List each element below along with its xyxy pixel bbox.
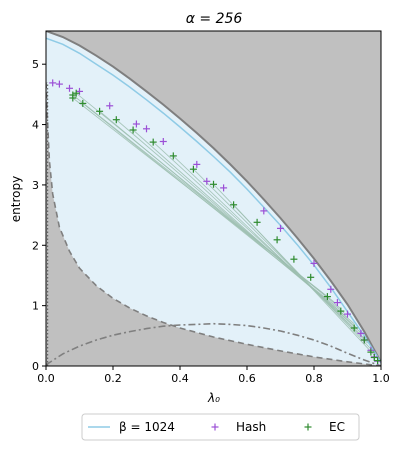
chart-title: α = 256 <box>186 11 243 27</box>
ec-point <box>79 99 87 107</box>
legend-box <box>81 413 360 441</box>
legend-ec-label: EC <box>329 420 345 434</box>
y-tick-label: 2 <box>32 239 39 252</box>
fan-line <box>233 204 375 356</box>
x-tick-label: 1.0 <box>372 372 390 385</box>
ec-point <box>360 336 368 344</box>
plot-frame <box>45 30 382 367</box>
ec-point <box>367 348 375 356</box>
hash-point <box>132 120 140 128</box>
ec-point <box>323 293 331 301</box>
x-axis-label: λ₀ <box>207 391 220 405</box>
ec-point <box>149 138 157 146</box>
ec-point <box>350 324 358 332</box>
y-tick-label: 1 <box>32 300 39 313</box>
ec-point <box>253 218 261 226</box>
ec-point <box>273 236 281 244</box>
hash-point <box>357 329 365 337</box>
hash-point <box>220 184 228 192</box>
x-tick-label: 0.4 <box>171 372 189 385</box>
ec-point <box>189 165 197 173</box>
hash-point <box>66 84 73 92</box>
legend: β = 1024 Hash EC <box>81 413 360 441</box>
hash-point <box>143 125 150 133</box>
ec-point <box>169 152 177 160</box>
ec-point <box>370 354 378 361</box>
beta-series-line <box>46 37 381 363</box>
ec-point <box>210 180 217 188</box>
ec-point <box>129 126 137 134</box>
ec-point <box>337 307 345 315</box>
fan-line <box>193 168 368 344</box>
hash-point <box>159 138 167 145</box>
ec-point <box>307 273 315 281</box>
hash-point <box>310 259 318 267</box>
dashdot-curve <box>46 322 381 366</box>
x-tick-label: 0.8 <box>305 372 323 385</box>
hash-point <box>260 207 268 215</box>
x-tick-label: 0.0 <box>37 372 55 385</box>
upper-bound-line <box>46 31 381 363</box>
legend-beta-label: β = 1024 <box>119 420 175 434</box>
hash-point <box>55 80 63 88</box>
ec-point <box>374 357 381 365</box>
hash-point <box>203 177 211 185</box>
y-axis-label: entropy <box>9 176 23 222</box>
ec-point <box>112 116 120 124</box>
y-tick-label: 4 <box>32 119 39 132</box>
hash-point <box>333 299 341 307</box>
y-axis-ticks: 0 1 2 3 4 5 <box>32 58 46 373</box>
legend-hash-swatch <box>211 423 219 431</box>
hash-point <box>106 102 114 110</box>
x-tick-label: 0.6 <box>238 372 256 385</box>
hash-point <box>49 79 57 87</box>
ec-point <box>230 201 238 209</box>
legend-hash-label: Hash <box>236 420 266 434</box>
x-axis-ticks: 0.0 0.2 0.4 0.6 0.8 1.0 <box>37 366 390 385</box>
ec-point <box>72 89 80 97</box>
plot-area <box>46 31 381 366</box>
lower-dashed-bound <box>46 82 381 366</box>
fan-line <box>152 141 362 334</box>
ec-point <box>290 255 298 263</box>
hash-point <box>344 310 351 318</box>
hash-point <box>277 224 284 232</box>
y-tick-label: 5 <box>32 58 39 71</box>
hash-point <box>193 160 201 168</box>
y-tick-label: 0 <box>32 360 39 373</box>
feasible-region <box>46 31 381 366</box>
legend-ec-swatch <box>304 423 312 431</box>
ec-point <box>96 107 104 115</box>
y-tick-label: 3 <box>32 179 39 192</box>
hash-point <box>327 285 335 293</box>
x-tick-label: 0.2 <box>104 372 122 385</box>
